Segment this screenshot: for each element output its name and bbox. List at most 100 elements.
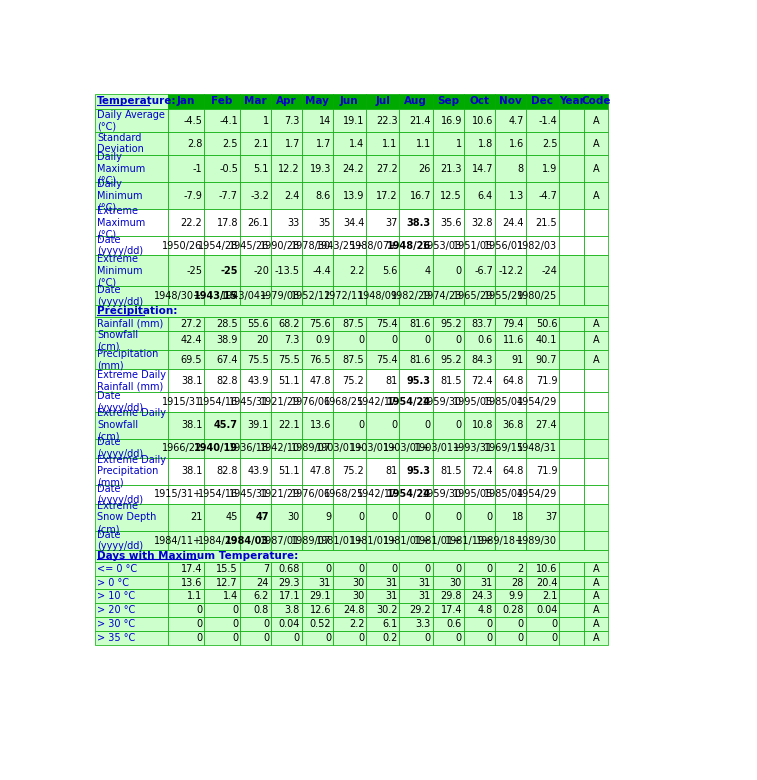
Text: 72.4: 72.4 — [472, 466, 493, 477]
Text: 33: 33 — [288, 218, 300, 228]
Bar — [168, 331, 204, 350]
Bar — [239, 255, 270, 286]
Text: -7.7: -7.7 — [219, 190, 238, 200]
Bar — [584, 412, 609, 438]
Bar — [332, 331, 366, 350]
Text: 30.2: 30.2 — [376, 605, 397, 615]
Text: 1903/01+: 1903/01+ — [383, 443, 431, 453]
Text: 10.8: 10.8 — [472, 420, 493, 430]
Bar — [559, 331, 584, 350]
Bar — [332, 255, 366, 286]
Text: Daily
Maximum
(°C): Daily Maximum (°C) — [97, 152, 145, 186]
Bar — [525, 504, 559, 531]
Text: 1940/19: 1940/19 — [194, 443, 238, 453]
Bar — [494, 183, 525, 209]
Text: 13.6: 13.6 — [181, 577, 202, 587]
Text: 1.3: 1.3 — [509, 190, 524, 200]
Bar — [366, 412, 399, 438]
Text: 1993/31: 1993/31 — [453, 443, 493, 453]
Bar — [95, 617, 168, 631]
Bar — [168, 531, 204, 550]
Bar — [432, 183, 463, 209]
Text: 21.5: 21.5 — [536, 218, 557, 228]
Bar — [494, 617, 525, 631]
Text: 2.2: 2.2 — [349, 619, 364, 629]
Bar — [399, 155, 432, 183]
Bar — [301, 484, 332, 504]
Text: -25: -25 — [186, 266, 202, 275]
Text: A: A — [593, 115, 600, 126]
Text: 1974/23: 1974/23 — [422, 291, 462, 301]
Bar — [584, 209, 609, 236]
Bar — [168, 617, 204, 631]
Text: 30: 30 — [288, 512, 300, 523]
Bar — [584, 369, 609, 392]
Bar — [204, 109, 239, 132]
Bar — [332, 412, 366, 438]
Text: 83.7: 83.7 — [472, 319, 493, 329]
Bar — [95, 331, 168, 350]
Text: 31: 31 — [319, 577, 331, 587]
Text: 45: 45 — [226, 512, 238, 523]
Text: 0.8: 0.8 — [254, 605, 269, 615]
Bar — [95, 550, 609, 562]
Text: 24: 24 — [257, 577, 269, 587]
Bar — [399, 617, 432, 631]
Bar — [270, 109, 301, 132]
Text: -20: -20 — [253, 266, 269, 275]
Bar — [168, 236, 204, 255]
Text: 1951/05: 1951/05 — [453, 241, 493, 250]
Bar — [584, 576, 609, 590]
Bar — [399, 458, 432, 484]
Bar — [584, 590, 609, 604]
Bar — [239, 504, 270, 531]
Text: 40.1: 40.1 — [536, 335, 557, 346]
Text: A: A — [593, 605, 600, 615]
Bar — [95, 369, 168, 392]
Text: 0: 0 — [263, 619, 269, 629]
Bar — [525, 484, 559, 504]
Bar — [494, 504, 525, 531]
Text: 12.7: 12.7 — [217, 577, 238, 587]
Bar — [95, 132, 168, 155]
Bar — [239, 484, 270, 504]
Text: 22.3: 22.3 — [376, 115, 397, 126]
Bar — [559, 155, 584, 183]
Text: 1981/01+: 1981/01+ — [414, 536, 462, 545]
Text: -12.2: -12.2 — [499, 266, 524, 275]
Text: 1954/24: 1954/24 — [387, 489, 431, 499]
Bar — [270, 209, 301, 236]
Bar — [494, 484, 525, 504]
Bar — [301, 286, 332, 305]
Bar — [95, 576, 168, 590]
Text: 1921/29: 1921/29 — [260, 489, 300, 499]
Bar — [584, 604, 609, 617]
Bar — [366, 317, 399, 331]
Text: Jun: Jun — [340, 96, 359, 106]
Bar — [168, 590, 204, 604]
Bar — [399, 255, 432, 286]
Text: 1995/05: 1995/05 — [453, 489, 493, 499]
Bar — [332, 504, 366, 531]
Bar — [584, 94, 609, 109]
Text: 1936/18: 1936/18 — [229, 443, 269, 453]
Bar — [366, 590, 399, 604]
Bar — [399, 484, 432, 504]
Bar — [525, 331, 559, 350]
Bar — [559, 412, 584, 438]
Bar — [332, 109, 366, 132]
Text: 31: 31 — [419, 591, 431, 601]
Text: 28: 28 — [512, 577, 524, 587]
Bar — [584, 331, 609, 350]
Bar — [95, 305, 609, 317]
Text: 84.3: 84.3 — [472, 355, 493, 364]
Text: 12.5: 12.5 — [441, 190, 462, 200]
Text: 1959/30: 1959/30 — [422, 489, 462, 499]
Text: <= 0 °C: <= 0 °C — [97, 564, 137, 574]
Bar — [432, 155, 463, 183]
Text: 35.6: 35.6 — [441, 218, 462, 228]
Bar — [463, 412, 494, 438]
Text: 0: 0 — [551, 633, 557, 643]
Bar — [204, 94, 239, 109]
Bar — [463, 369, 494, 392]
